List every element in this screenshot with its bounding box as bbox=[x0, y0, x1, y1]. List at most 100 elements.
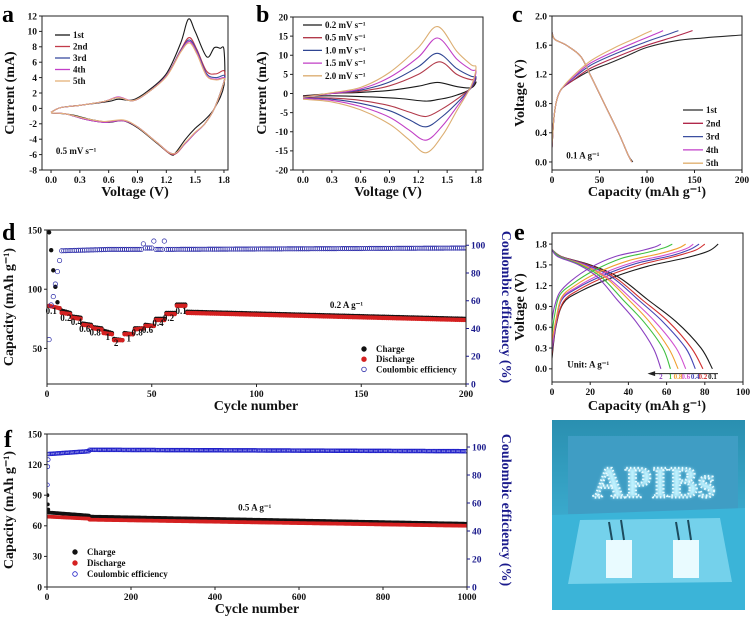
y-tick-label: 150 bbox=[28, 226, 43, 236]
legend-label: Discharge bbox=[376, 354, 415, 364]
series-discharge-line bbox=[552, 249, 662, 369]
y-axis-label: Capacity (mAh g⁻¹) bbox=[2, 248, 17, 366]
data-point-coulombic-efficiency bbox=[157, 246, 163, 252]
led-board bbox=[568, 436, 738, 514]
y-tick-label: 30 bbox=[33, 553, 43, 563]
panel-label: b bbox=[256, 2, 269, 28]
data-point-discharge bbox=[67, 311, 73, 317]
legend-marker bbox=[361, 356, 367, 362]
x-axis-label: Cycle number bbox=[214, 399, 298, 414]
legend-label: 4th bbox=[706, 145, 719, 155]
y-tick-label: 5 bbox=[283, 71, 288, 81]
pouch-cell-left bbox=[606, 540, 632, 578]
annotation: 0.1 bbox=[46, 306, 58, 316]
x-tick-label: 0.3 bbox=[74, 176, 86, 186]
panel-label: d bbox=[2, 220, 16, 246]
chart-panel-e: e 0 20 40 60 80 100 0.0 0.3 0.6 0.9 1.2 1.5 1.8 Capaci… bbox=[513, 220, 750, 414]
x-tick-label: 1.2 bbox=[160, 176, 172, 186]
wire bbox=[620, 519, 625, 541]
annotation: 0.8 bbox=[131, 327, 143, 337]
x-axis-label: Voltage (V) bbox=[354, 185, 422, 200]
x-tick-label: 60 bbox=[662, 388, 672, 398]
data-point-discharge bbox=[130, 332, 136, 337]
x-tick-label: 0.3 bbox=[326, 176, 338, 186]
y-tick-label: 1.8 bbox=[535, 240, 547, 250]
y-tick-label: 12 bbox=[28, 12, 38, 22]
panel-label: f bbox=[4, 427, 13, 453]
x-tick-label: 0.0 bbox=[297, 176, 309, 186]
legend-label: 2nd bbox=[73, 42, 88, 52]
x-tick-label: 200 bbox=[124, 593, 139, 603]
y-tick-label: -10 bbox=[275, 128, 288, 138]
y-tick-label: 20 bbox=[279, 13, 289, 23]
y-tick-label: 1.2 bbox=[535, 71, 547, 81]
rate-label: 0.8 bbox=[674, 373, 683, 381]
annotation: 0.6 bbox=[142, 325, 154, 335]
series-layer bbox=[47, 447, 467, 528]
data-point-charge bbox=[51, 268, 56, 273]
y-tick-label: -6 bbox=[29, 151, 37, 161]
legend-label: Coulombic efficiency bbox=[87, 569, 168, 579]
y-tick-label: 150 bbox=[28, 430, 43, 440]
legend-title: Unit: A g⁻¹ bbox=[567, 359, 609, 369]
y-tick-label: 0.4 bbox=[535, 129, 547, 139]
legend-label: Discharge bbox=[87, 558, 126, 568]
y2-tick-label: 60 bbox=[472, 499, 482, 509]
annotation: 0.2 bbox=[60, 313, 72, 323]
y-tick-label: -5 bbox=[280, 109, 288, 119]
y-tick-label: 0.8 bbox=[535, 100, 547, 110]
x-tick-label: 0.6 bbox=[103, 176, 115, 186]
x-tick-label: 800 bbox=[376, 593, 391, 603]
led-sign-glow: APIBs bbox=[593, 458, 715, 507]
data-point-coulombic-efficiency bbox=[147, 245, 153, 251]
legend-label: 2nd bbox=[706, 118, 721, 128]
series-line-5th bbox=[552, 30, 653, 148]
legend-label: 1.5 mV s⁻¹ bbox=[325, 58, 366, 68]
y-tick-label: 120 bbox=[28, 461, 43, 471]
x-tick-label: 80 bbox=[700, 388, 710, 398]
legend-label: Charge bbox=[376, 344, 405, 354]
y2-tick-label: 20 bbox=[471, 353, 481, 363]
data-point-discharge bbox=[162, 317, 167, 323]
annotation: 0.5 mV s⁻¹ bbox=[56, 146, 97, 156]
data-point-charge bbox=[47, 493, 50, 498]
y-tick-label: 0 bbox=[37, 583, 42, 593]
y-axis-label: Current (mA) bbox=[255, 51, 270, 135]
x-tick-label: 1.8 bbox=[218, 176, 230, 186]
annotation: 0.1 bbox=[175, 306, 187, 316]
x-tick-label: 0 bbox=[45, 593, 50, 603]
x-tick-label: 0.6 bbox=[355, 176, 367, 186]
data-point-coulombic-efficiency bbox=[57, 257, 63, 264]
x-axis-label: Voltage (V) bbox=[101, 185, 169, 200]
data-point-coulombic-efficiency bbox=[50, 294, 56, 300]
y-tick-label: 10 bbox=[28, 28, 38, 38]
series-discharge-line bbox=[552, 249, 671, 369]
data-point-coulombic-efficiency bbox=[54, 269, 61, 275]
legend-label: 5th bbox=[706, 158, 719, 168]
y-tick-label: 0.3 bbox=[535, 344, 547, 354]
y-tick-label: -2 bbox=[29, 120, 37, 130]
panel-label: e bbox=[514, 220, 525, 246]
legend-label: 4th bbox=[73, 65, 86, 75]
legend-label: 0.2 mV s⁻¹ bbox=[325, 20, 366, 30]
y2-tick-label: 40 bbox=[472, 527, 482, 537]
y-tick-label: -8 bbox=[29, 166, 37, 176]
y-tick-label: 1.5 bbox=[535, 261, 547, 271]
y2-tick-label: 0 bbox=[471, 380, 476, 390]
y-tick-label: 0.0 bbox=[535, 158, 547, 168]
chart-panel-c: c 0 50 100 150 200 0.0 0.4 0.8 1.2 1.6 2.0 Capacity … bbox=[512, 2, 749, 200]
y-tick-label: 0 bbox=[32, 105, 37, 115]
series-line-1 bbox=[552, 243, 673, 335]
legend-marker bbox=[72, 560, 78, 566]
x-tick-label: 40 bbox=[624, 388, 634, 398]
series-layer bbox=[47, 230, 466, 343]
charts-layer: a0.0 0.3 0.6 0.9 1.2 1.5 1.8-8-6-4-2024681012V… bbox=[2, 2, 750, 617]
y2-tick-label: 20 bbox=[472, 555, 482, 565]
wire bbox=[608, 521, 613, 541]
y-tick-label: 50 bbox=[33, 345, 43, 355]
y-tick-label: 60 bbox=[33, 522, 43, 532]
data-point-coulombic-efficiency bbox=[461, 245, 466, 251]
y2-tick-label: 100 bbox=[472, 443, 487, 453]
x-tick-label: 200 bbox=[735, 176, 750, 186]
